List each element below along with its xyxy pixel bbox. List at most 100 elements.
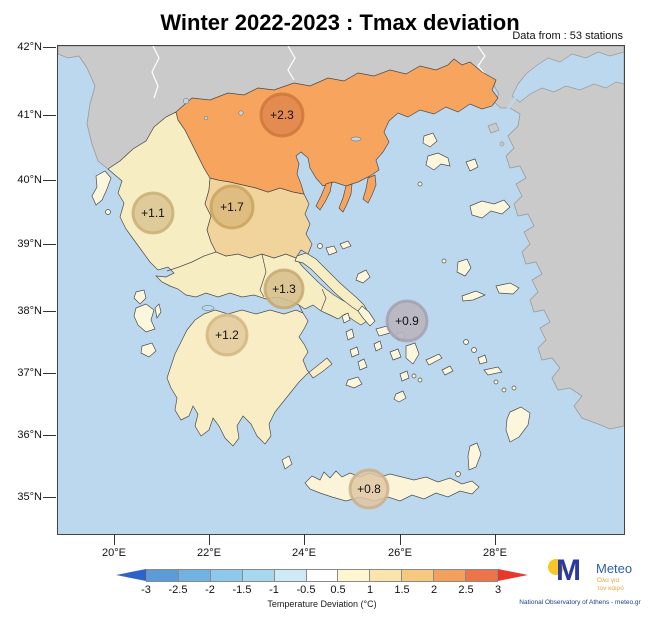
andros-island — [357, 305, 376, 327]
sithonia-peninsula — [338, 183, 353, 213]
lakes — [182, 98, 362, 311]
lat-label: 41°N — [17, 109, 42, 121]
kythera-island — [281, 455, 293, 470]
patmos-island — [463, 339, 469, 345]
lat-tick — [43, 435, 56, 436]
lat-tick — [43, 115, 56, 116]
kos-island — [483, 366, 503, 376]
thasos-island — [422, 132, 438, 148]
colorbar-label: Temperature Deviation (°C) — [267, 599, 377, 609]
small-cyclades-island — [411, 373, 417, 379]
corfu-island — [91, 170, 112, 206]
badge-value-epirus: +1.1 — [141, 206, 165, 220]
lat-label: 40°N — [17, 174, 42, 186]
lat-label: 37°N — [17, 367, 42, 379]
badge-value-macedonia: +2.3 — [270, 108, 294, 122]
colorbar-segment — [306, 570, 339, 581]
meteo-tagline-2: τον καιρό — [597, 585, 624, 592]
kasos-island — [455, 471, 461, 477]
badge-macedonia-thrace — [261, 94, 303, 136]
country-borders — [151, 45, 486, 99]
kassandra-peninsula — [315, 181, 333, 211]
chios-island — [456, 258, 472, 277]
lat-tick — [43, 47, 56, 48]
colorbar-tick-label: -1 — [269, 584, 279, 596]
stations-note: Data from : 53 stations — [512, 30, 623, 42]
lon-label: 28°E — [483, 547, 507, 559]
colorbar-tick-label: 1.5 — [394, 584, 410, 596]
value-badges: +2.3 +1.1 +1.7 +1.3 +0.9 +1.2 +0.8 — [131, 92, 429, 510]
badge-value-crete: +0.8 — [357, 482, 381, 496]
kea-island — [341, 312, 351, 324]
syros-island — [373, 340, 383, 352]
colorbar-row — [116, 569, 528, 582]
badge-value-central: +1.3 — [272, 282, 296, 296]
badge-thessaly — [211, 186, 253, 228]
colorbar-right-arrow — [498, 569, 528, 581]
meteo-brand: Meteo — [596, 561, 633, 576]
lat-tick — [43, 180, 56, 181]
lon-tick — [495, 534, 496, 545]
karpathos-island — [467, 442, 482, 471]
amorgos-island — [425, 353, 443, 366]
badge-crete — [350, 470, 388, 508]
colorbar-segment — [147, 570, 179, 581]
badge-ring-thessaly — [209, 184, 255, 230]
lat-tick — [43, 373, 56, 374]
lon-tick — [400, 534, 401, 545]
badge-central-greece — [265, 270, 303, 308]
lon-tick — [114, 534, 115, 545]
colorbar-tick-label: -0.5 — [296, 584, 316, 596]
santorini-island — [393, 390, 407, 403]
badge-ring-macedonia — [259, 92, 305, 138]
alonissos-island — [339, 240, 352, 250]
kythnos-island — [345, 328, 355, 341]
colorbar-tick-label: -3 — [141, 584, 151, 596]
lat-tick — [43, 311, 56, 312]
colorbar-tick-label: -2 — [205, 584, 215, 596]
tilos-island — [501, 387, 507, 393]
limnos-island — [425, 152, 451, 171]
lon-label: 20°E — [102, 547, 126, 559]
lon-label: 24°E — [292, 547, 316, 559]
colorbar-segment — [274, 570, 307, 581]
colorbar-segment — [242, 570, 275, 581]
colorbar-segments — [146, 569, 498, 582]
badge-peloponnese — [207, 315, 247, 355]
sun-icon — [548, 559, 564, 575]
kalymnos-island — [477, 354, 488, 365]
colorbar-segment — [338, 570, 371, 581]
attribution-text: National Observatory of Athens - meteo.g… — [519, 599, 641, 606]
lat-label: 39°N — [17, 238, 42, 250]
colorbar-tick-label: 2 — [430, 584, 438, 596]
milos-island — [345, 376, 363, 389]
colorbar-segment — [402, 570, 435, 581]
badge-ring-epirus — [131, 191, 175, 235]
sifnos-island — [357, 358, 368, 371]
zakynthos-island — [140, 342, 157, 358]
badge-value-aegean: +0.9 — [395, 314, 419, 328]
paros-island — [389, 348, 402, 361]
greece-map-svg: +2.3 +1.1 +1.7 +1.3 +0.9 +1.2 +0.8 — [57, 45, 625, 534]
colorbar-tick-label: -2.5 — [168, 584, 188, 596]
astypalea-island — [441, 365, 454, 376]
serifos-island — [349, 346, 360, 358]
colorbar-left-arrow — [116, 569, 146, 581]
leros-island — [471, 347, 477, 353]
skopelos-island — [325, 245, 338, 256]
turkish-islands — [487, 122, 505, 147]
agios-efstratios-island — [417, 181, 423, 187]
lat-label: 36°N — [17, 429, 42, 441]
badge-ring-central — [263, 268, 305, 310]
colorbar: -3 -2.5 -2 -1.5 -1 -0.5 0.5 1 1.5 2 2.5 3 Temperatu… — [116, 569, 528, 615]
lat-label: 42°N — [17, 41, 42, 53]
badge-aegean — [387, 301, 427, 341]
lat-tick — [43, 244, 56, 245]
internal-region-borders — [166, 251, 327, 312]
lat-label: 35°N — [17, 491, 42, 503]
colorbar-tick-label: 0.5 — [330, 584, 346, 596]
lon-label: 26°E — [388, 547, 412, 559]
skiathos-island — [317, 243, 323, 249]
region-macedonia-thrace-group — [175, 58, 499, 213]
